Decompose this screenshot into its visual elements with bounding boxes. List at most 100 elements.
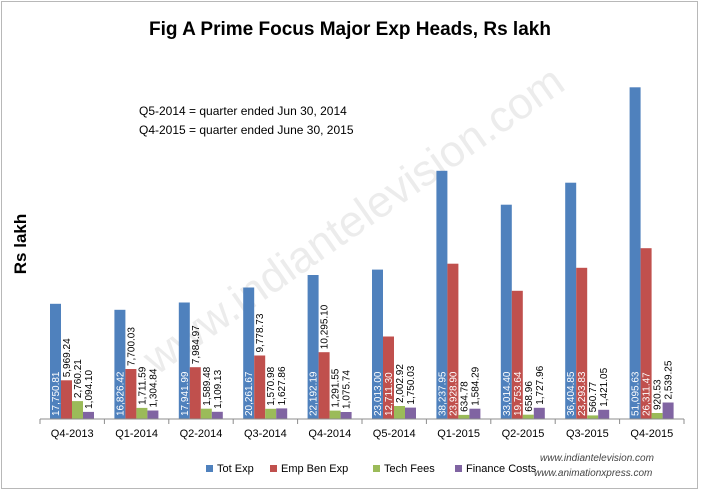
value-label-finance-costs-q3-2014: 1,627.86	[277, 366, 288, 405]
value-label-tech-fees-q2-2014: 1,589.48	[202, 366, 213, 405]
bar-tot-exp-q1-2014	[114, 309, 126, 419]
legend-label-emp-ben-exp: Emp Ben Exp	[281, 463, 348, 475]
bar-tech-fees-q4-2014	[329, 410, 341, 419]
value-label-finance-costs-q3-2015: 1,421.05	[599, 367, 610, 406]
value-label-emp-ben-exp-q3-2014: 9,778.73	[255, 313, 266, 352]
value-label-emp-ben-exp-q1-2015: 23,928.90	[448, 371, 459, 416]
bar-tot-exp-q4-2015	[629, 87, 641, 420]
x-tick-label-q1-2014: Q1-2014	[115, 428, 158, 440]
bar-emp-ben-exp-q2-2015	[511, 290, 523, 419]
credit-animationxpress: www.animationxpress.com	[534, 468, 652, 479]
chart-title: Fig A Prime Focus Major Exp Heads, Rs la…	[149, 19, 551, 40]
value-label-finance-costs-q1-2015: 1,584.29	[470, 366, 481, 405]
value-label-tech-fees-q5-2014: 2,002.92	[395, 364, 406, 403]
bar-tech-fees-q4-2015	[651, 413, 663, 419]
value-label-tot-exp-q4-2013: 17,750.81	[51, 371, 62, 416]
value-label-tot-exp-q1-2015: 38,237.95	[437, 371, 448, 416]
value-label-tech-fees-q4-2013: 2,760.21	[73, 359, 84, 398]
bar-emp-ben-exp-q1-2014	[125, 369, 137, 419]
bar-finance-costs-q3-2015	[598, 409, 610, 419]
value-label-finance-costs-q5-2014: 1,750.03	[406, 365, 417, 404]
value-label-tech-fees-q3-2015: 560.77	[588, 381, 599, 412]
bar-emp-ben-exp-q3-2015	[576, 267, 588, 419]
bar-tot-exp-q3-2014	[243, 287, 255, 419]
x-ticks-layer	[39, 419, 685, 424]
value-label-tot-exp-q3-2015: 36,404.85	[566, 371, 577, 416]
value-label-tech-fees-q1-2014: 1,711.59	[137, 366, 148, 405]
value-label-tot-exp-q5-2014: 23,013.00	[373, 371, 384, 416]
value-label-emp-ben-exp-q5-2014: 12,711.30	[384, 372, 395, 416]
x-tick-label-q1-2015: Q1-2015	[437, 428, 480, 440]
bar-finance-costs-q2-2015	[533, 407, 545, 419]
value-label-tot-exp-q3-2014: 20,261.67	[244, 371, 255, 416]
value-label-emp-ben-exp-q2-2014: 7,984.97	[191, 325, 202, 364]
bar-tech-fees-q3-2014	[265, 408, 277, 419]
bar-tot-exp-q4-2014	[307, 275, 319, 419]
legend-swatch-finance-costs	[455, 465, 462, 472]
credit-indiantelevision: www.indiantelevision.com	[540, 453, 654, 464]
value-label-emp-ben-exp-q1-2014: 7,700.03	[126, 327, 137, 366]
value-label-tech-fees-q1-2015: 634.78	[459, 381, 470, 412]
value-label-emp-ben-exp-q4-2013: 5,969.24	[62, 338, 73, 377]
value-label-tot-exp-q2-2015: 33,014.40	[502, 371, 513, 416]
bar-tot-exp-q5-2014	[372, 269, 383, 419]
value-label-emp-ben-exp-q3-2015: 23,293.83	[577, 371, 588, 416]
bar-emp-ben-exp-q5-2014	[383, 336, 394, 419]
bar-emp-ben-exp-q4-2015	[640, 248, 652, 419]
bar-tech-fees-q5-2014	[394, 406, 405, 419]
x-tick-label-q3-2015: Q3-2015	[566, 428, 609, 440]
y-axis-label: Rs lakh	[11, 214, 30, 274]
bar-tot-exp-q2-2015	[500, 204, 512, 419]
value-label-tech-fees-q4-2015: 920.53	[653, 379, 664, 410]
bar-emp-ben-exp-q2-2014	[189, 367, 201, 419]
bar-emp-ben-exp-q4-2014	[318, 352, 330, 419]
bar-finance-costs-q5-2014	[405, 407, 416, 419]
bar-finance-costs-q1-2014	[147, 410, 159, 419]
bar-emp-ben-exp-q4-2013	[61, 380, 72, 419]
value-label-emp-ben-exp-q4-2015: 26,311.47	[642, 372, 653, 416]
bar-tot-exp-q1-2015	[436, 170, 448, 419]
bar-finance-costs-q4-2014	[340, 412, 352, 419]
bar-tot-exp-q2-2014	[178, 302, 190, 419]
value-label-finance-costs-q2-2015: 1,727.96	[535, 365, 546, 404]
value-label-tot-exp-q4-2015: 51,095.63	[631, 371, 642, 416]
value-label-finance-costs-q2-2014: 1,109.13	[213, 369, 224, 408]
legend-label-finance-costs: Finance Costs	[466, 463, 537, 475]
bar-emp-ben-exp-q3-2014	[254, 355, 266, 419]
bar-finance-costs-q4-2015	[662, 402, 674, 419]
value-label-emp-ben-exp-q2-2015: 19,753.64	[513, 371, 524, 416]
value-label-tech-fees-q2-2015: 658.96	[524, 381, 535, 412]
x-tick-label-q4-2015: Q4-2015	[630, 428, 673, 440]
value-label-tech-fees-q3-2014: 1,570.98	[266, 366, 277, 405]
value-label-finance-costs-q4-2015: 2,539.25	[664, 360, 675, 399]
bars-layer	[50, 87, 674, 420]
legend-label-tech-fees: Tech Fees	[384, 463, 435, 475]
legend-swatch-tot-exp	[206, 465, 213, 472]
bar-tech-fees-q4-2013	[72, 401, 83, 419]
value-label-finance-costs-q1-2014: 1,304.84	[148, 368, 159, 407]
x-tick-label-q2-2015: Q2-2015	[502, 428, 545, 440]
bar-finance-costs-q2-2014	[211, 411, 223, 419]
bar-tech-fees-q1-2014	[136, 407, 148, 419]
bar-tot-exp-q3-2015	[565, 182, 577, 419]
bar-finance-costs-q4-2013	[83, 411, 94, 419]
bar-tech-fees-q1-2015	[458, 414, 470, 419]
x-tick-label-q4-2014: Q4-2014	[308, 428, 351, 440]
bar-tech-fees-q3-2015	[587, 415, 599, 419]
legend-swatch-tech-fees	[373, 465, 380, 472]
value-labels-layer: 17,750.815,969.242,760.21 1,094.10 16,826.…	[51, 304, 675, 416]
annotation-1: Q5-2014 = quarter ended Jun 30, 2014	[139, 104, 347, 118]
x-tick-label-q5-2014: Q5-2014	[373, 428, 416, 440]
x-tick-label-q4-2013: Q4-2013	[51, 428, 94, 440]
value-label-finance-costs-q4-2014: 1,075.74	[342, 370, 353, 409]
value-label-emp-ben-exp-q4-2014: 10,295.10	[320, 304, 331, 349]
value-label-tot-exp-q2-2014: 17,941.99	[180, 371, 191, 416]
x-tick-label-q2-2014: Q2-2014	[180, 428, 223, 440]
value-label-tot-exp-q4-2014: 22,192.19	[309, 371, 320, 416]
bar-finance-costs-q3-2014	[276, 408, 288, 419]
bar-finance-costs-q1-2015	[469, 408, 481, 419]
x-tick-label-q3-2014: Q3-2014	[244, 428, 287, 440]
legend-swatch-emp-ben-exp	[270, 465, 277, 472]
value-label-tech-fees-q4-2014: 1,291.55	[331, 368, 342, 407]
